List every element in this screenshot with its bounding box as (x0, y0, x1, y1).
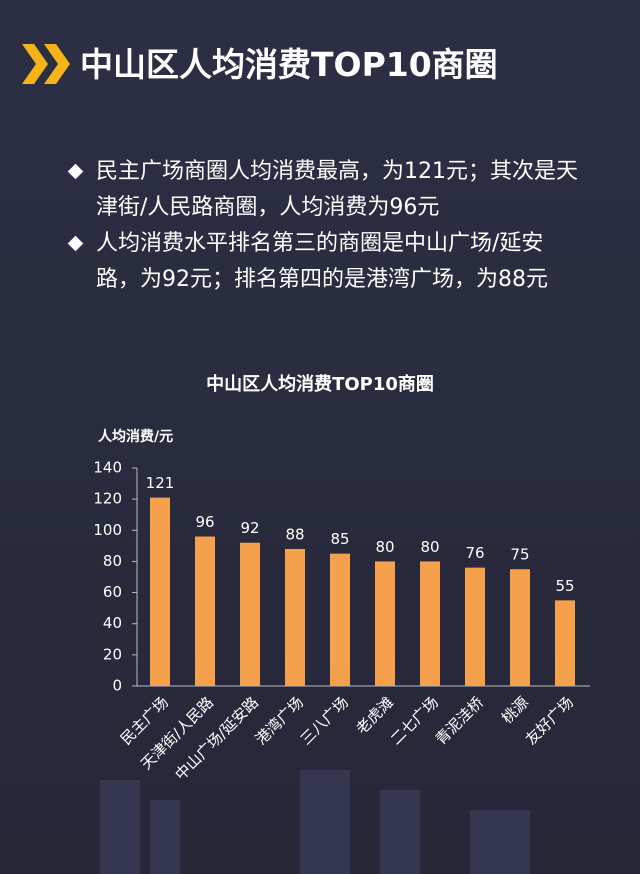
bar (285, 548, 305, 686)
y-tick-label: 40 (103, 614, 122, 632)
bar (375, 561, 395, 686)
value-label: 92 (240, 519, 259, 537)
x-tick-label: 友好广场 (522, 693, 577, 748)
bullet: 民主广场商圈人均消费最高，为121元；其次是天津街/人民路商圈，人均消费为96元 (96, 154, 586, 226)
y-axis-label: 人均消费/元 (98, 428, 173, 445)
value-label: 75 (510, 546, 529, 564)
chart-title: 中山区人均消费TOP10商圈 (206, 373, 434, 395)
y-tick-label: 140 (93, 459, 122, 477)
x-tick-label: 港湾广场 (252, 693, 307, 748)
x-tick-label: 三八广场 (297, 693, 352, 748)
y-tick-label: 80 (103, 552, 122, 570)
bullet: 人均消费水平排名第三的商圈是中山广场/延安路，为92元；排名第四的是港湾广场，为… (96, 226, 586, 298)
value-label: 55 (555, 577, 574, 595)
bar (330, 553, 350, 686)
chevron-icon (44, 44, 70, 84)
bar (465, 567, 485, 686)
bar (420, 561, 440, 686)
bar (240, 542, 260, 686)
skyline (100, 770, 530, 874)
value-label: 96 (195, 513, 214, 531)
value-label: 85 (330, 530, 349, 548)
value-label: 121 (146, 474, 175, 492)
y-tick-label: 20 (103, 645, 122, 663)
x-tick-label: 中山广场/延安路 (171, 693, 262, 784)
y-tick-label: 120 (93, 490, 122, 508)
value-label: 80 (375, 538, 394, 556)
value-label: 76 (465, 544, 484, 562)
y-tick-label: 100 (93, 521, 122, 539)
y-tick-label: 0 (112, 677, 122, 695)
bar (150, 497, 170, 686)
value-label: 88 (285, 525, 304, 543)
value-label: 80 (420, 538, 439, 556)
bar (555, 600, 575, 686)
bar (510, 569, 530, 686)
x-tick-label: 青泥洼桥 (432, 693, 487, 748)
bar (195, 536, 215, 686)
y-tick-label: 60 (103, 583, 122, 601)
x-tick-label: 桃源 (498, 693, 532, 727)
chevron-icon (22, 44, 48, 84)
x-tick-label: 二七广场 (387, 693, 442, 748)
bullet-list: 民主广场商圈人均消费最高，为121元；其次是天津街/人民路商圈，人均消费为96元… (96, 154, 586, 298)
page-title: 中山区人均消费TOP10商圈 (80, 45, 498, 84)
